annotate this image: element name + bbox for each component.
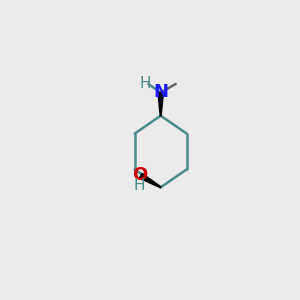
Text: N: N <box>154 83 169 101</box>
Text: O: O <box>132 166 147 184</box>
Text: H: H <box>134 178 145 193</box>
Polygon shape <box>158 93 164 116</box>
Polygon shape <box>139 173 161 188</box>
Text: H: H <box>140 76 152 91</box>
